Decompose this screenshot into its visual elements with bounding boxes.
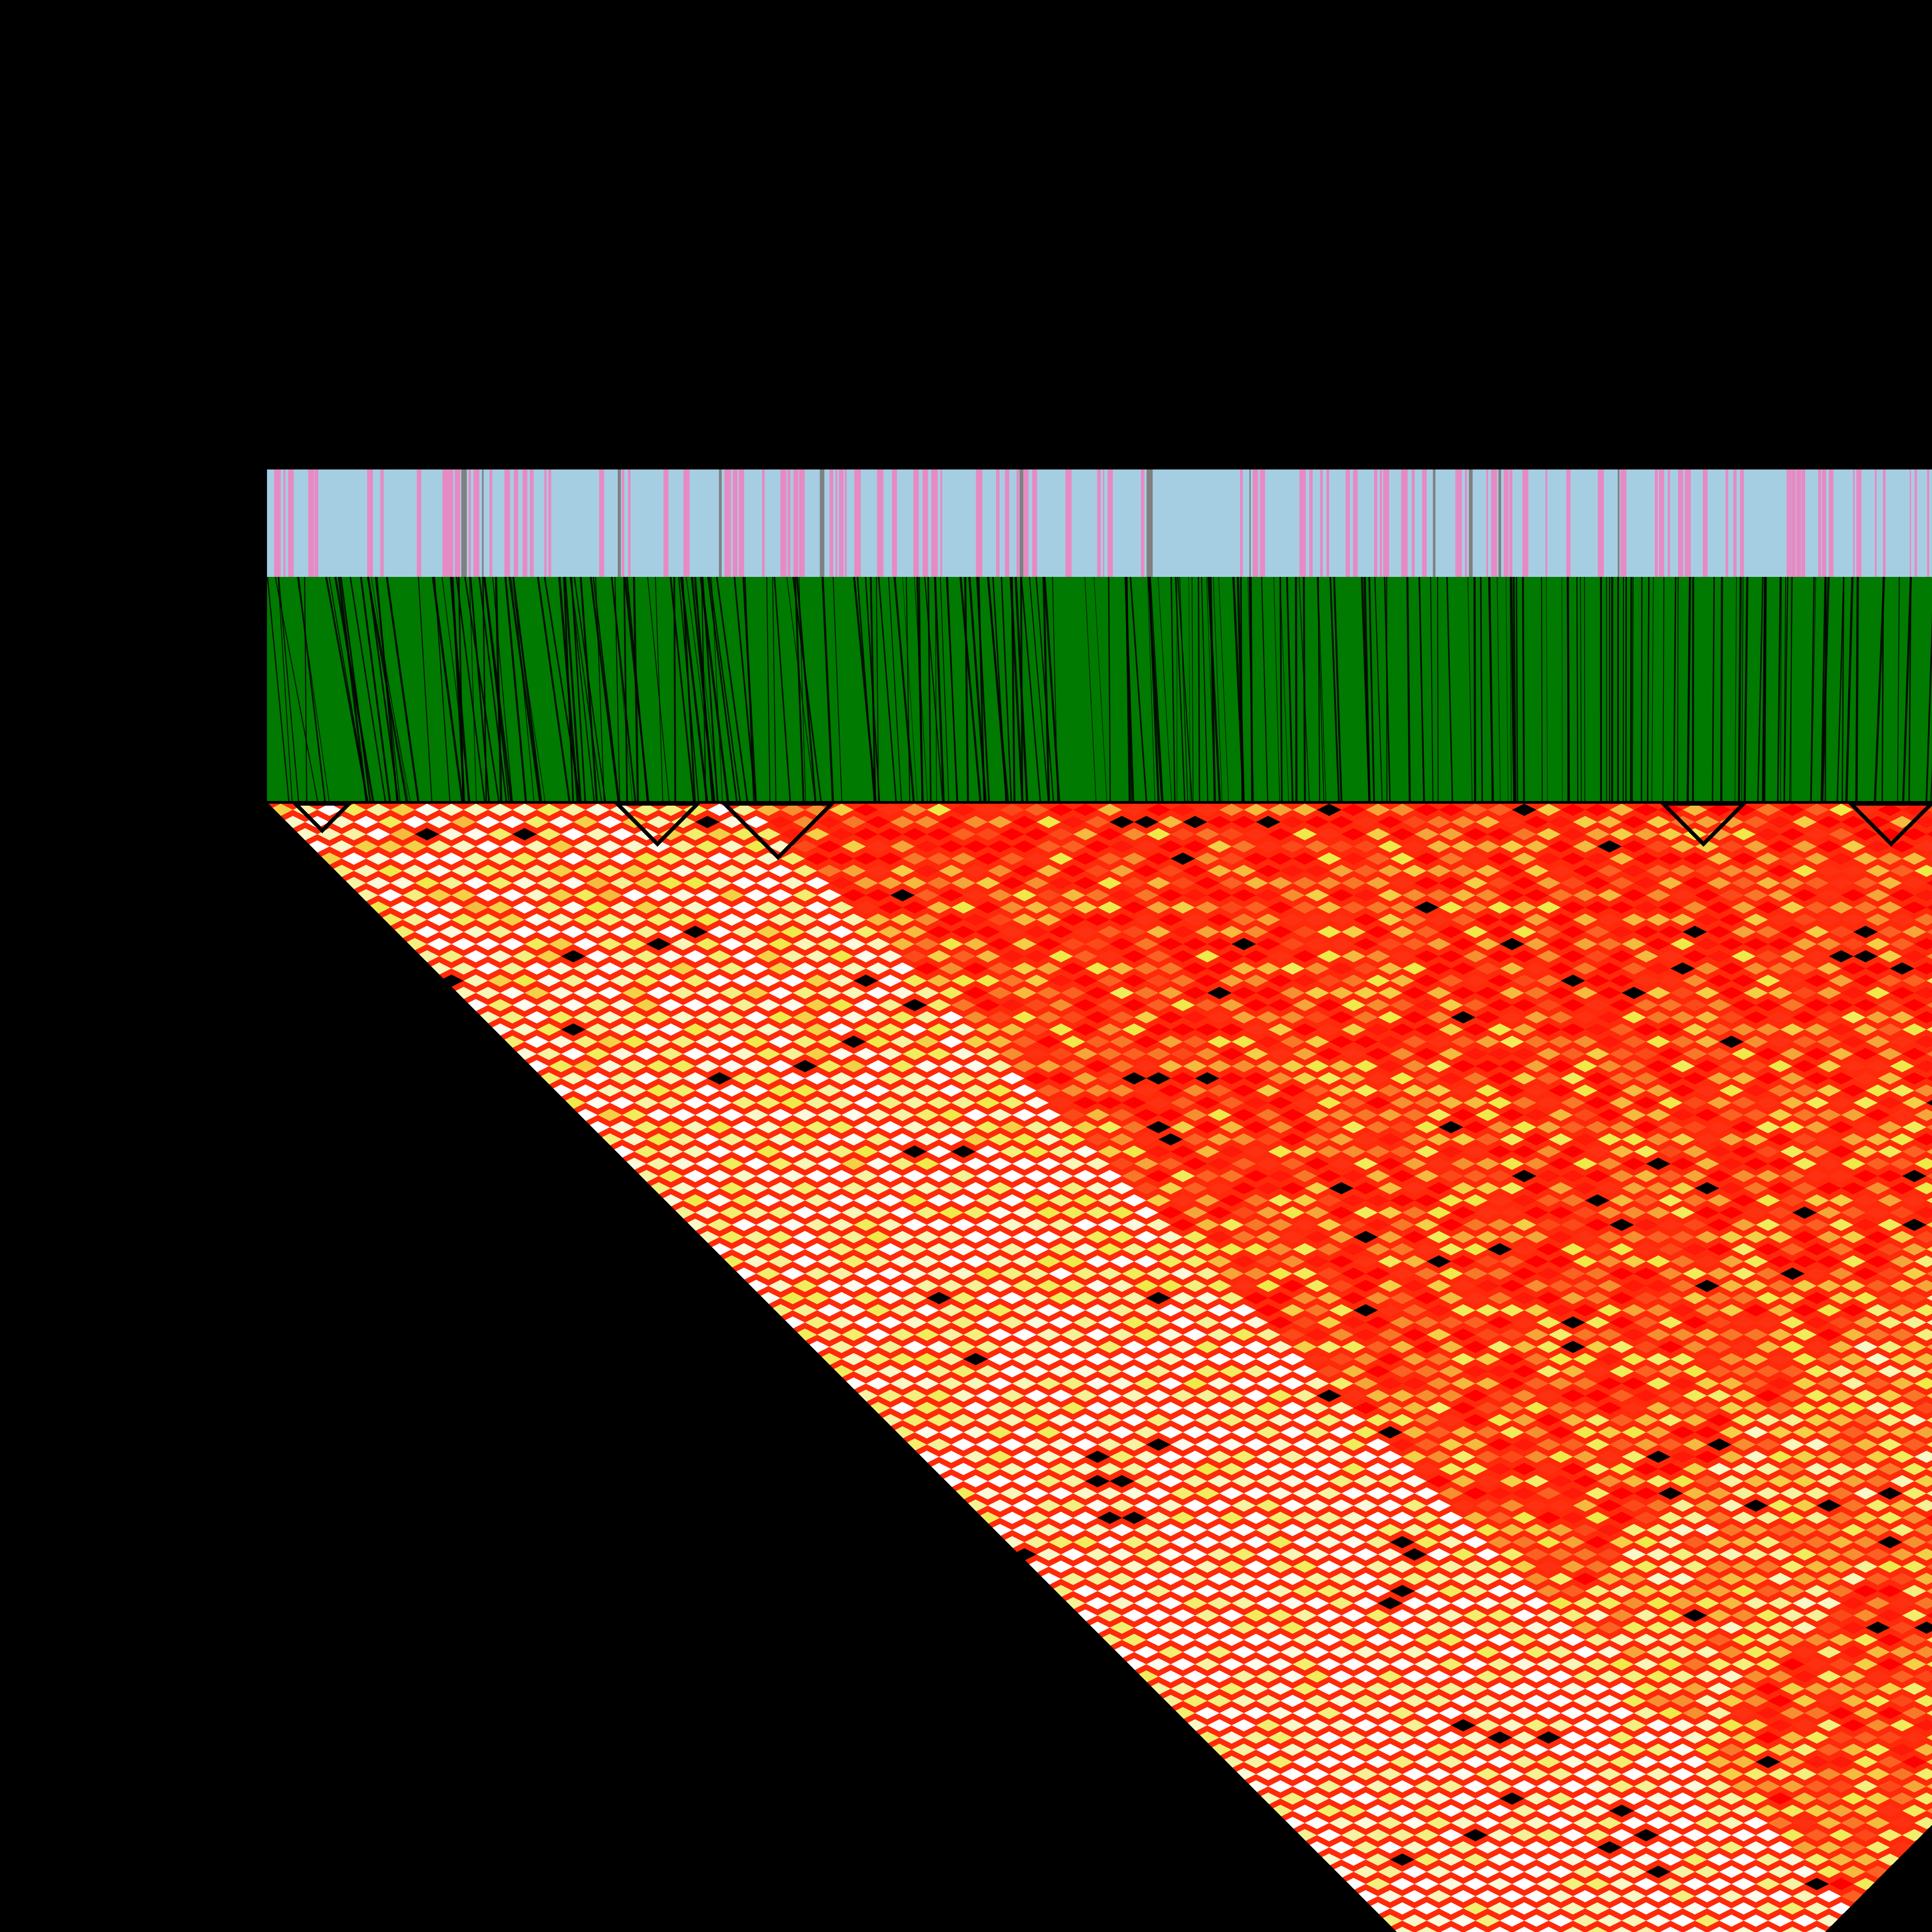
haplotype-block-outline (612, 802, 702, 847)
haplotype-block-outline (291, 802, 354, 833)
ld-heatmap-triangle (269, 804, 1932, 1932)
haplotype-block-outline (1658, 802, 1748, 847)
haplotype-block-outline (1846, 802, 1932, 847)
haplotype-block-outline (719, 802, 837, 861)
snp-annotation-track (267, 469, 1932, 577)
snp-position-connector-band (267, 577, 1932, 803)
haplotype-block-outlines (291, 802, 1932, 861)
